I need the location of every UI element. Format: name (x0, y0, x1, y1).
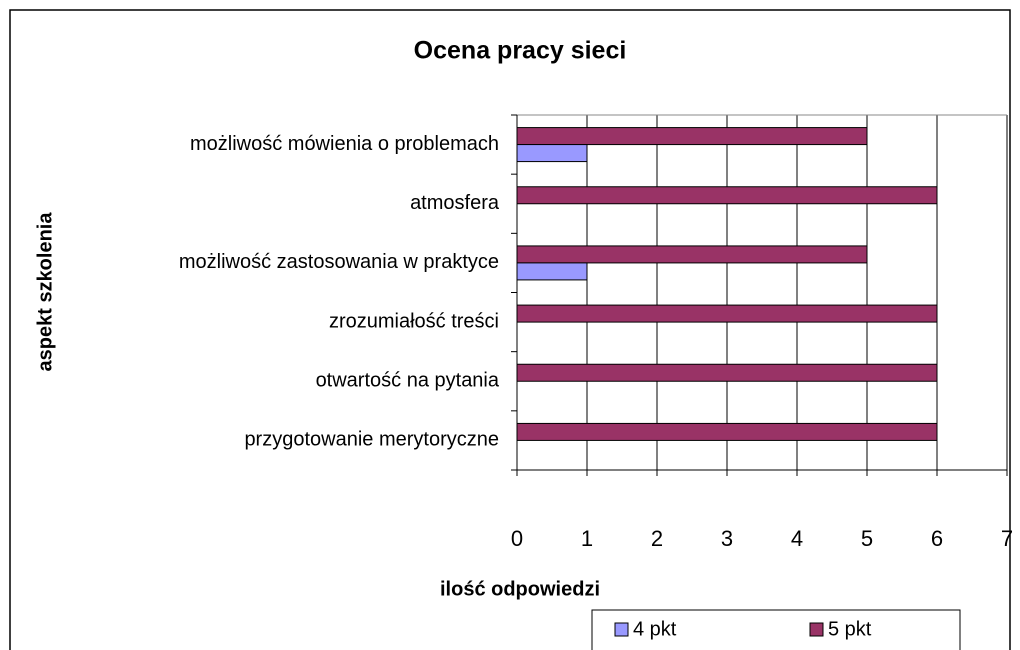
chart-border (9, 9, 1011, 650)
bar (516, 144, 588, 163)
chart-title: Ocena pracy sieci (414, 37, 627, 65)
x-tick-label: 5 (861, 526, 873, 551)
bar (516, 127, 868, 146)
x-tick-label: 4 (791, 526, 803, 551)
bar (516, 245, 868, 264)
legend (591, 609, 961, 650)
legend-label: 4 pkt (633, 618, 677, 640)
x-tick-label: 3 (721, 526, 733, 551)
legend-swatch (614, 622, 629, 637)
x-tick-label: 6 (931, 526, 943, 551)
bar (516, 262, 588, 281)
y-tick-label: możliwość zastosowania w praktyce (179, 251, 499, 273)
x-tick-label: 1 (581, 526, 593, 551)
bar (516, 363, 938, 382)
x-tick-label: 2 (651, 526, 663, 551)
legend-label: 5 pkt (828, 618, 872, 640)
bar (516, 304, 938, 323)
y-tick-label: otwartość na pytania (316, 370, 500, 392)
y-tick-label: atmosfera (410, 192, 500, 214)
y-tick-label: możliwość mówienia o problemach (190, 133, 499, 155)
y-tick-label: zrozumiałość treści (329, 310, 499, 332)
legend-swatch (809, 622, 824, 637)
x-axis-label: ilość odpowiedzi (440, 578, 600, 600)
y-tick-label: przygotowanie merytoryczne (244, 429, 499, 451)
bar (516, 422, 938, 441)
bar (516, 186, 938, 205)
x-tick-label: 0 (511, 526, 523, 551)
y-axis-label: aspekt szkolenia (34, 212, 56, 372)
x-tick-label: 7 (1001, 526, 1013, 551)
